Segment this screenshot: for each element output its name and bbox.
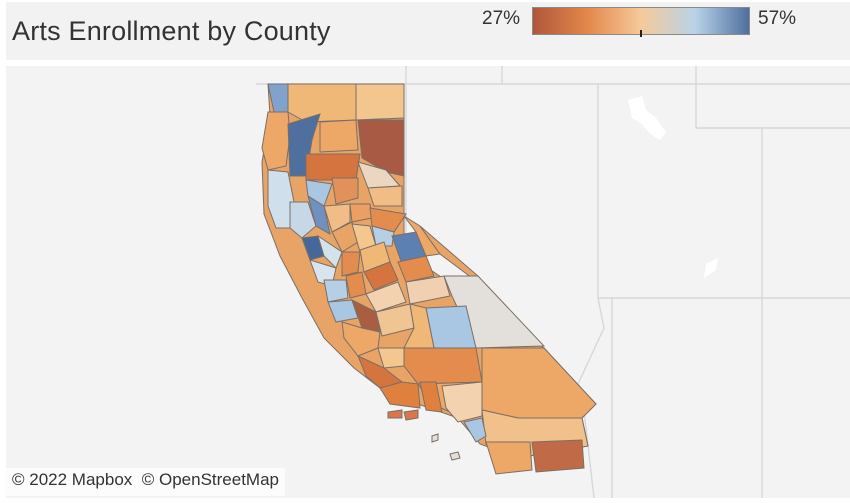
county[interactable]	[363, 261, 399, 291]
page-title: Arts Enrollment by County	[12, 16, 331, 46]
lake-shape	[704, 258, 718, 278]
lake-shape	[628, 96, 666, 140]
county[interactable]	[345, 271, 367, 299]
map-attribution: © 2022 Mapbox © OpenStreetMap	[6, 468, 285, 496]
county[interactable]	[287, 83, 357, 123]
county[interactable]	[397, 255, 435, 283]
legend-min-label: 27%	[482, 8, 521, 29]
choropleth-map[interactable]	[6, 66, 850, 498]
county[interactable]	[355, 83, 405, 121]
county[interactable]	[419, 381, 443, 413]
osm-attribution-link[interactable]: © OpenStreetMap	[141, 470, 279, 489]
mapbox-attribution-link[interactable]: © 2022 Mapbox	[12, 470, 133, 489]
county[interactable]	[403, 347, 483, 385]
county[interactable]	[331, 177, 359, 205]
county[interactable]	[365, 281, 407, 313]
county[interactable]	[319, 119, 359, 153]
county[interactable]	[379, 381, 421, 409]
legend-max-label: 57%	[758, 8, 797, 29]
county[interactable]	[403, 215, 441, 257]
county[interactable]	[485, 441, 533, 475]
county[interactable]	[341, 251, 361, 277]
county[interactable]	[531, 439, 585, 473]
county[interactable]	[305, 153, 361, 181]
county[interactable]	[323, 203, 351, 233]
county[interactable]	[405, 275, 451, 305]
channel-islands	[387, 409, 461, 461]
county[interactable]	[463, 417, 487, 443]
map-canvas[interactable]	[6, 66, 850, 498]
county-layer[interactable]	[261, 83, 597, 475]
county[interactable]	[367, 185, 403, 207]
county[interactable]	[323, 279, 349, 303]
county[interactable]	[261, 111, 291, 171]
county[interactable]	[371, 225, 395, 247]
county[interactable]	[307, 194, 331, 235]
county[interactable]	[357, 119, 405, 177]
county[interactable]	[441, 381, 483, 423]
legend-marker	[640, 30, 642, 37]
county[interactable]	[289, 201, 317, 239]
